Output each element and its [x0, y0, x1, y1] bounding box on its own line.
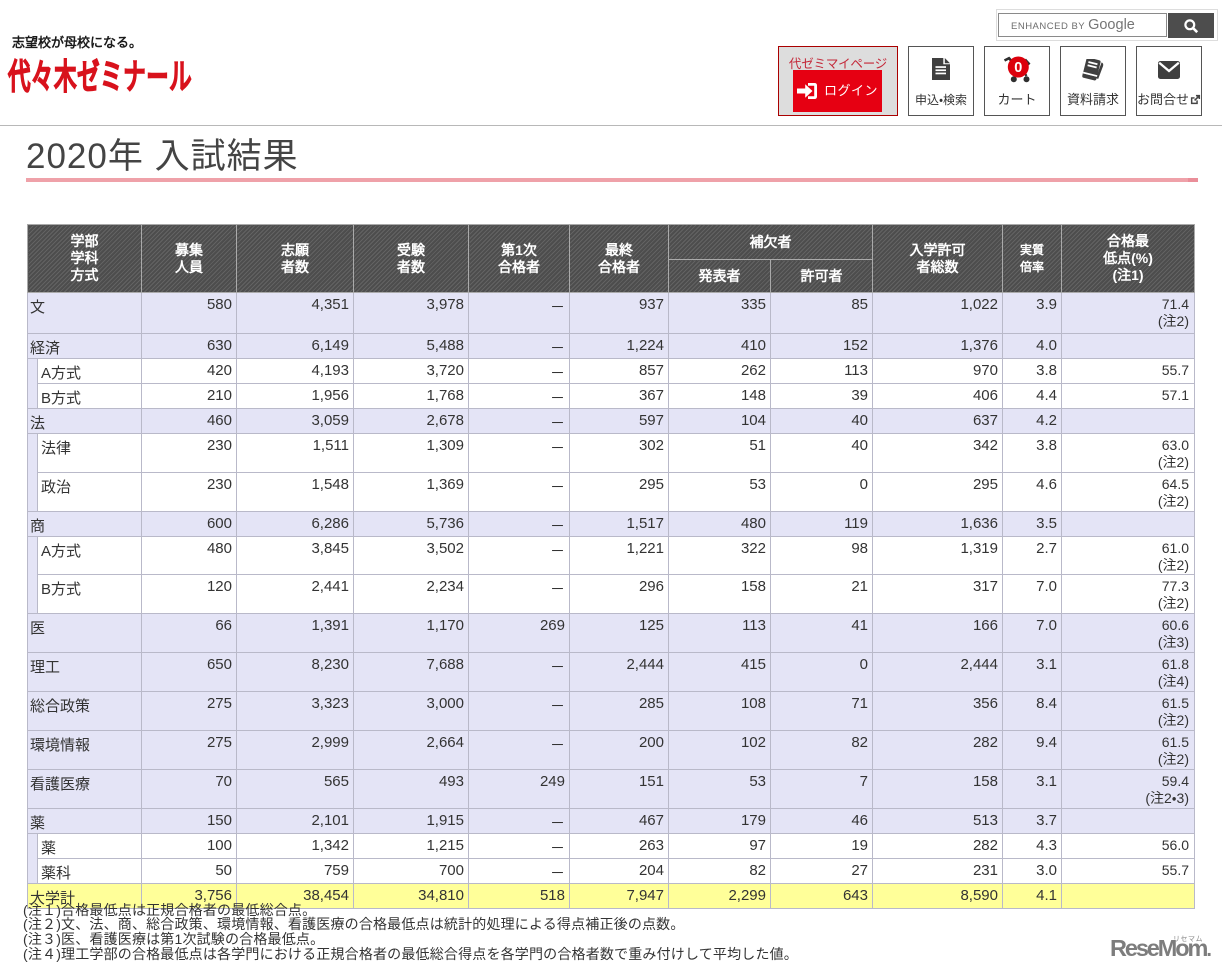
svg-text:0: 0 — [1014, 60, 1022, 76]
